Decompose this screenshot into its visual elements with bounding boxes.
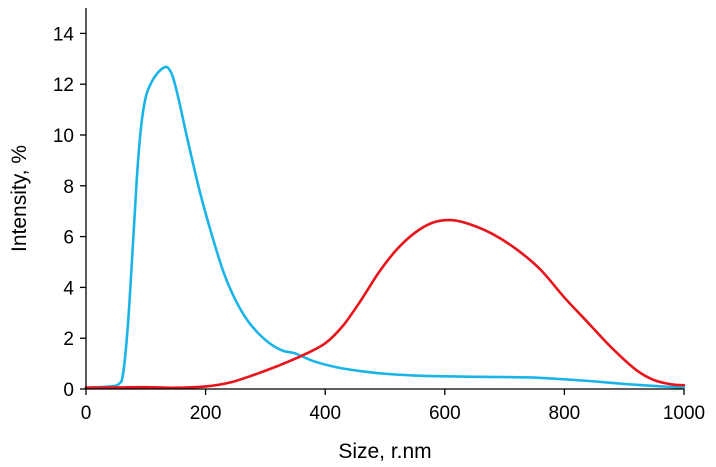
series-line-1 bbox=[84, 65, 686, 390]
y-axis-title: Intensity, % bbox=[8, 145, 31, 252]
y-tick-label: 10 bbox=[53, 126, 74, 147]
y-tick-label: 12 bbox=[53, 75, 74, 96]
axes-layer bbox=[85, 8, 684, 390]
y-tick-label: 0 bbox=[63, 380, 74, 401]
x-tick-label: 800 bbox=[549, 403, 581, 424]
x-axis-title: Size, r.nm bbox=[338, 440, 431, 463]
tick-layer: 0 2 4 6 8 10 12 14 0 200 400 600 800 1000 bbox=[53, 24, 705, 424]
y-tick-label: 2 bbox=[63, 329, 74, 350]
x-tick-label: 400 bbox=[309, 403, 341, 424]
x-tick-label: 600 bbox=[429, 403, 461, 424]
x-tick-label: 200 bbox=[190, 403, 222, 424]
x-tick-label: 1000 bbox=[663, 403, 705, 424]
y-tick-label: 14 bbox=[53, 24, 75, 45]
series-layer bbox=[84, 65, 686, 390]
series-line-2 bbox=[84, 218, 686, 390]
y-tick-label: 6 bbox=[63, 228, 74, 249]
y-tick-label: 8 bbox=[63, 177, 74, 198]
y-tick-label: 4 bbox=[63, 278, 74, 299]
x-tick-label: 0 bbox=[81, 403, 92, 424]
